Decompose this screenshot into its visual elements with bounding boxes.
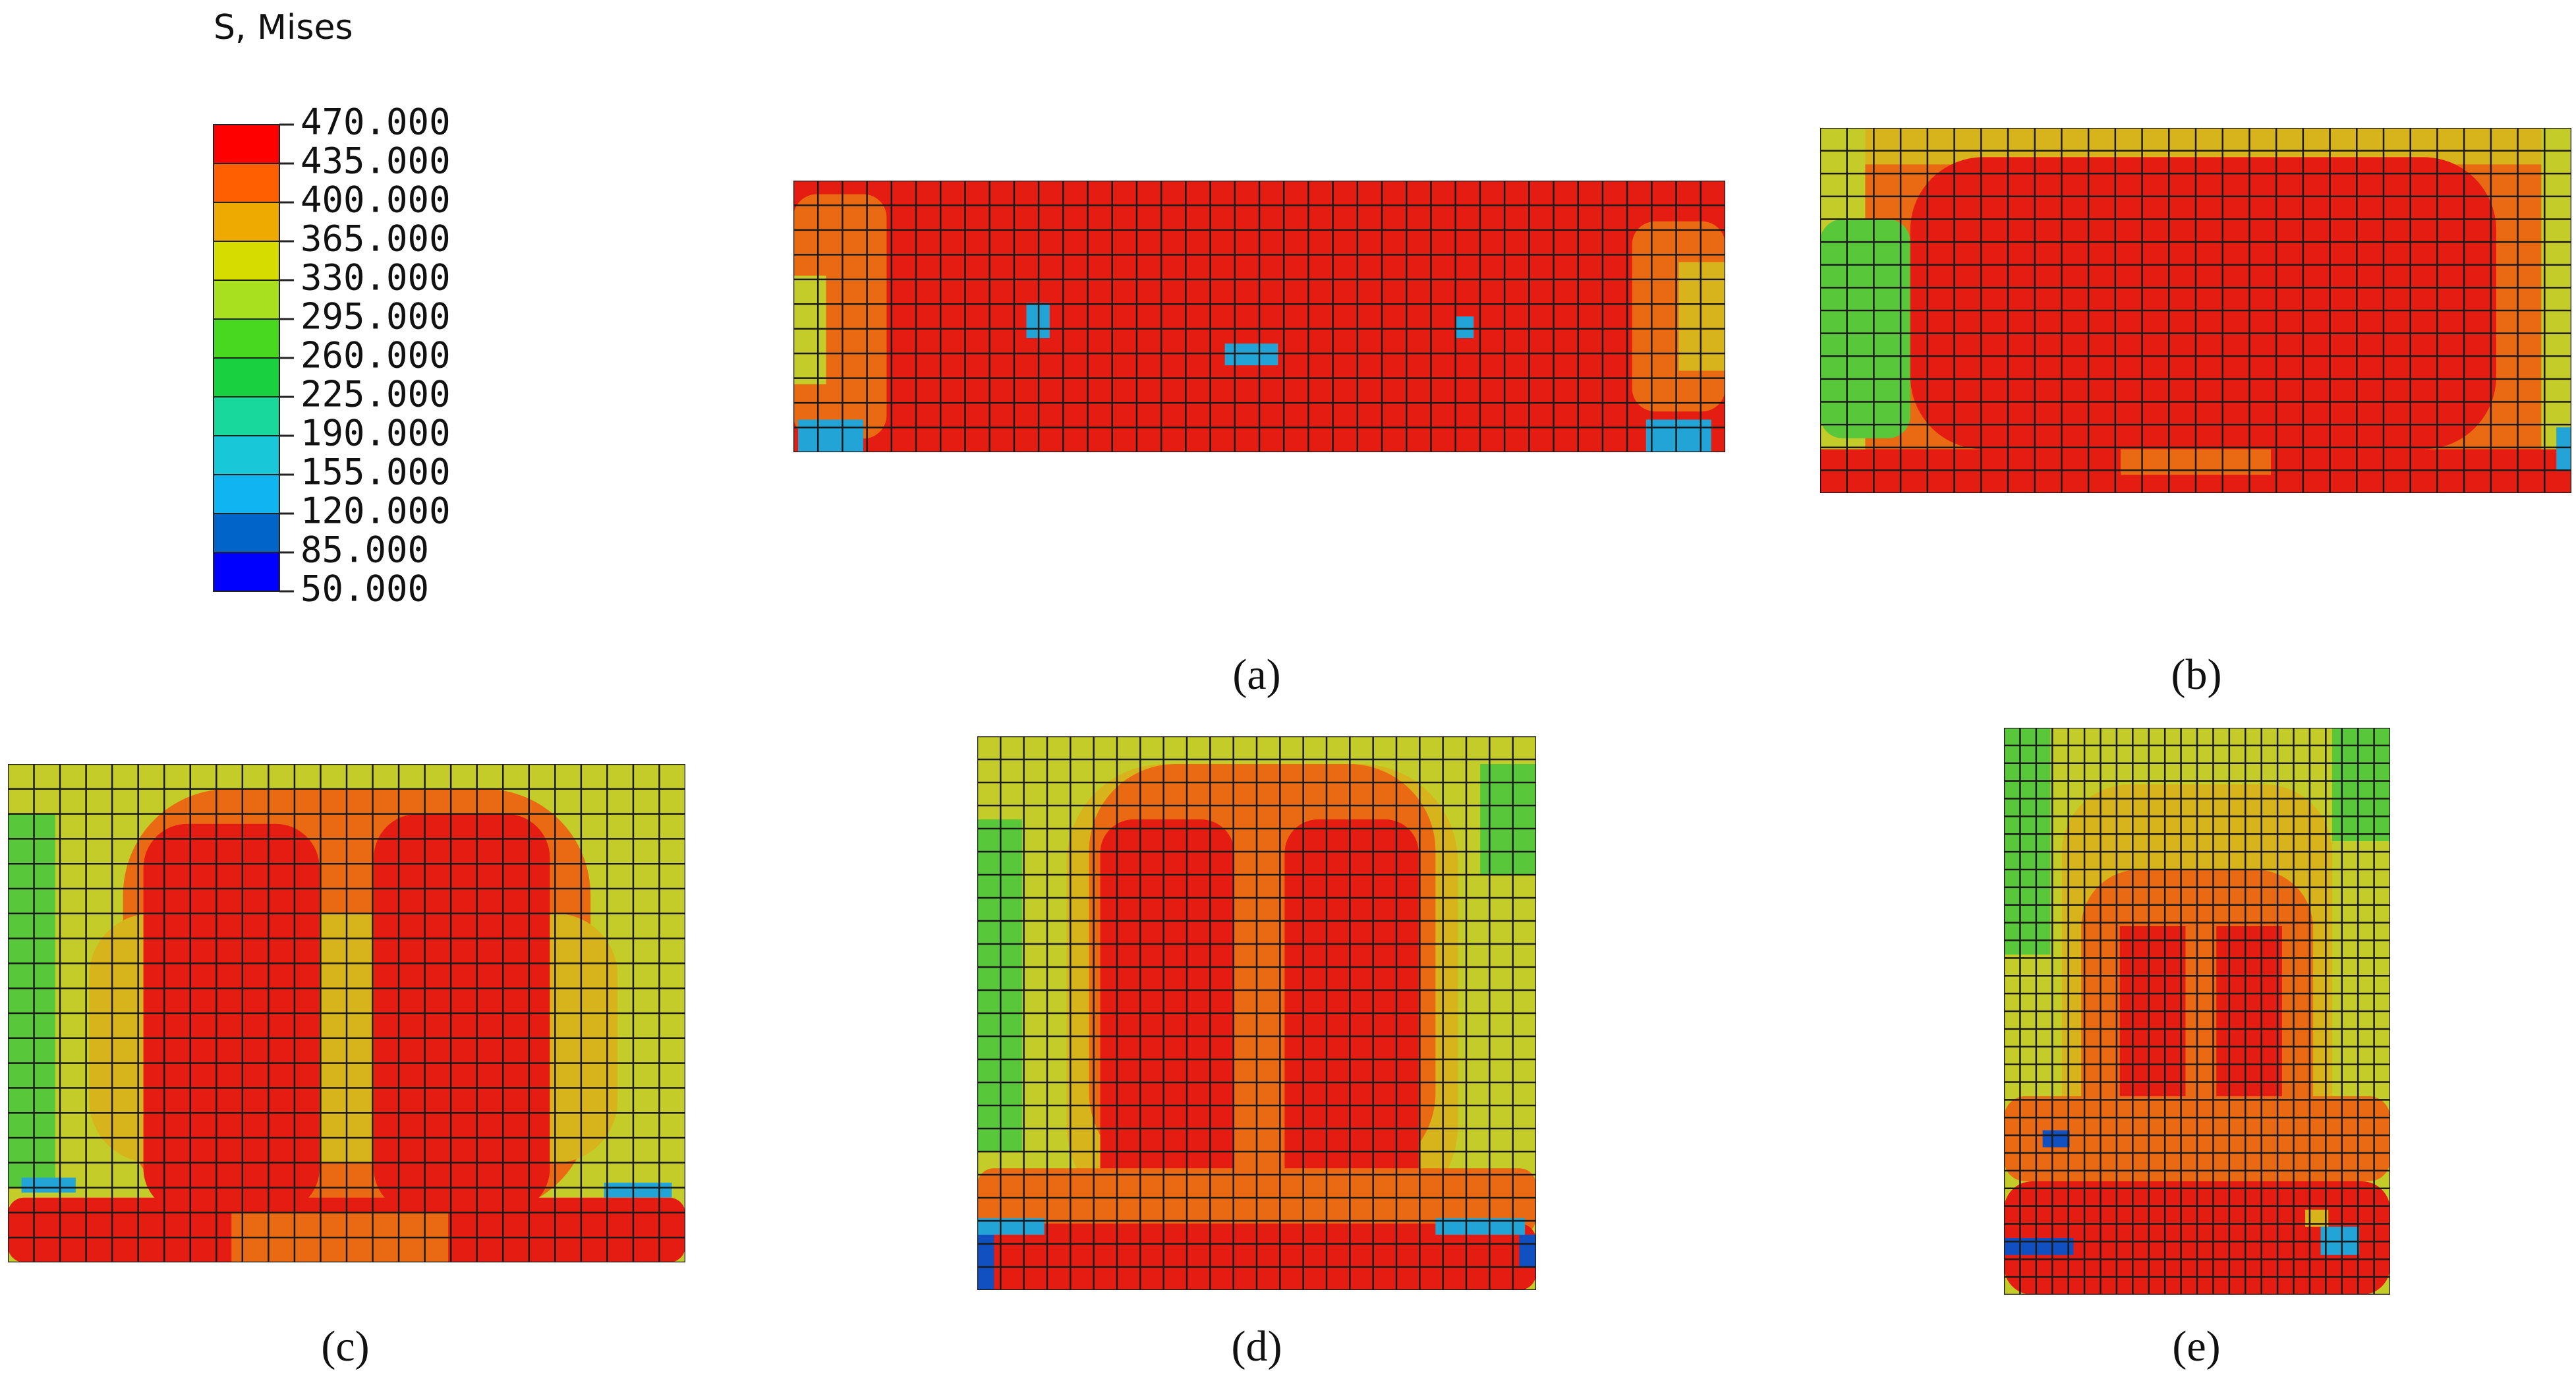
legend-band — [213, 435, 280, 475]
contour — [8, 764, 685, 1262]
stress-panel: (a) — [793, 181, 1725, 699]
legend-label: 50.000 — [301, 568, 429, 610]
panels: (a) (b) (c) (d) (e) — [8, 128, 2571, 1370]
legend-label: 85.000 — [301, 529, 429, 571]
contour-region — [1910, 157, 2496, 450]
legend-band — [213, 357, 280, 398]
legend-label: 435.000 — [301, 140, 451, 182]
legend-band — [213, 280, 280, 320]
mesh — [1820, 128, 2571, 493]
contour — [977, 736, 1536, 1290]
panel-caption: (c) — [321, 1322, 369, 1370]
mesh — [793, 181, 1725, 452]
contour-region — [977, 1235, 994, 1290]
stress-panel: (c) — [8, 764, 685, 1370]
contour-region — [1224, 343, 1278, 366]
panel-caption: (b) — [2171, 651, 2222, 699]
contour — [2004, 728, 2390, 1295]
contour-region — [2004, 1238, 2074, 1255]
contour-region — [1519, 1235, 1536, 1268]
legend-label: 120.000 — [301, 490, 451, 532]
legend-label: 470.000 — [301, 102, 451, 143]
contour-region — [21, 1177, 76, 1193]
legend-band — [213, 124, 280, 164]
panel-caption: (a) — [1232, 651, 1280, 699]
contour-region — [1820, 219, 1910, 438]
legend-band — [213, 241, 280, 281]
contour-region — [1454, 316, 1474, 338]
stress-panel: (d) — [977, 736, 1536, 1370]
contour — [1820, 128, 2571, 493]
contour-region — [977, 819, 1022, 1152]
contour-region — [793, 276, 826, 384]
contour-region — [1100, 819, 1235, 1218]
mesh — [2004, 728, 2390, 1295]
contour — [793, 181, 1725, 452]
contour-region — [1480, 764, 1536, 875]
contour-region — [2004, 728, 2051, 955]
stress-panel: (b) — [1820, 128, 2571, 699]
legend-label: 190.000 — [301, 413, 451, 454]
contour-region — [2556, 427, 2571, 471]
contour-region — [1284, 819, 1419, 1218]
legend-band — [213, 318, 280, 359]
legend-label: 365.000 — [301, 218, 451, 260]
mesh — [8, 764, 685, 1262]
legend-band — [213, 474, 280, 514]
legend-band — [213, 163, 280, 203]
contour-region — [604, 1183, 672, 1198]
contour-region — [798, 419, 864, 452]
legend-band — [213, 552, 280, 592]
legend-label: 400.000 — [301, 179, 451, 221]
legend-title: S, Mises — [214, 8, 353, 47]
panel-caption: (e) — [2172, 1322, 2220, 1370]
mesh — [977, 736, 1536, 1290]
legend-band — [213, 396, 280, 436]
contour-region — [2042, 1130, 2070, 1148]
legend-band — [213, 513, 280, 553]
legend-label: 260.000 — [301, 335, 451, 376]
stress-panel: (e) — [2004, 728, 2390, 1370]
legend-band — [213, 202, 280, 242]
legend-label: 330.000 — [301, 257, 451, 299]
legend: 470.000435.000400.000365.000330.000295.0… — [213, 102, 451, 610]
legend-label: 155.000 — [301, 452, 451, 493]
legend-label: 225.000 — [301, 374, 451, 415]
panel-caption: (d) — [1232, 1322, 1282, 1370]
contour-region — [143, 823, 320, 1213]
contour-region — [8, 813, 55, 1188]
legend-label: 295.000 — [301, 296, 451, 338]
contour-region — [1678, 262, 1725, 371]
contour-region — [638, 788, 685, 1113]
